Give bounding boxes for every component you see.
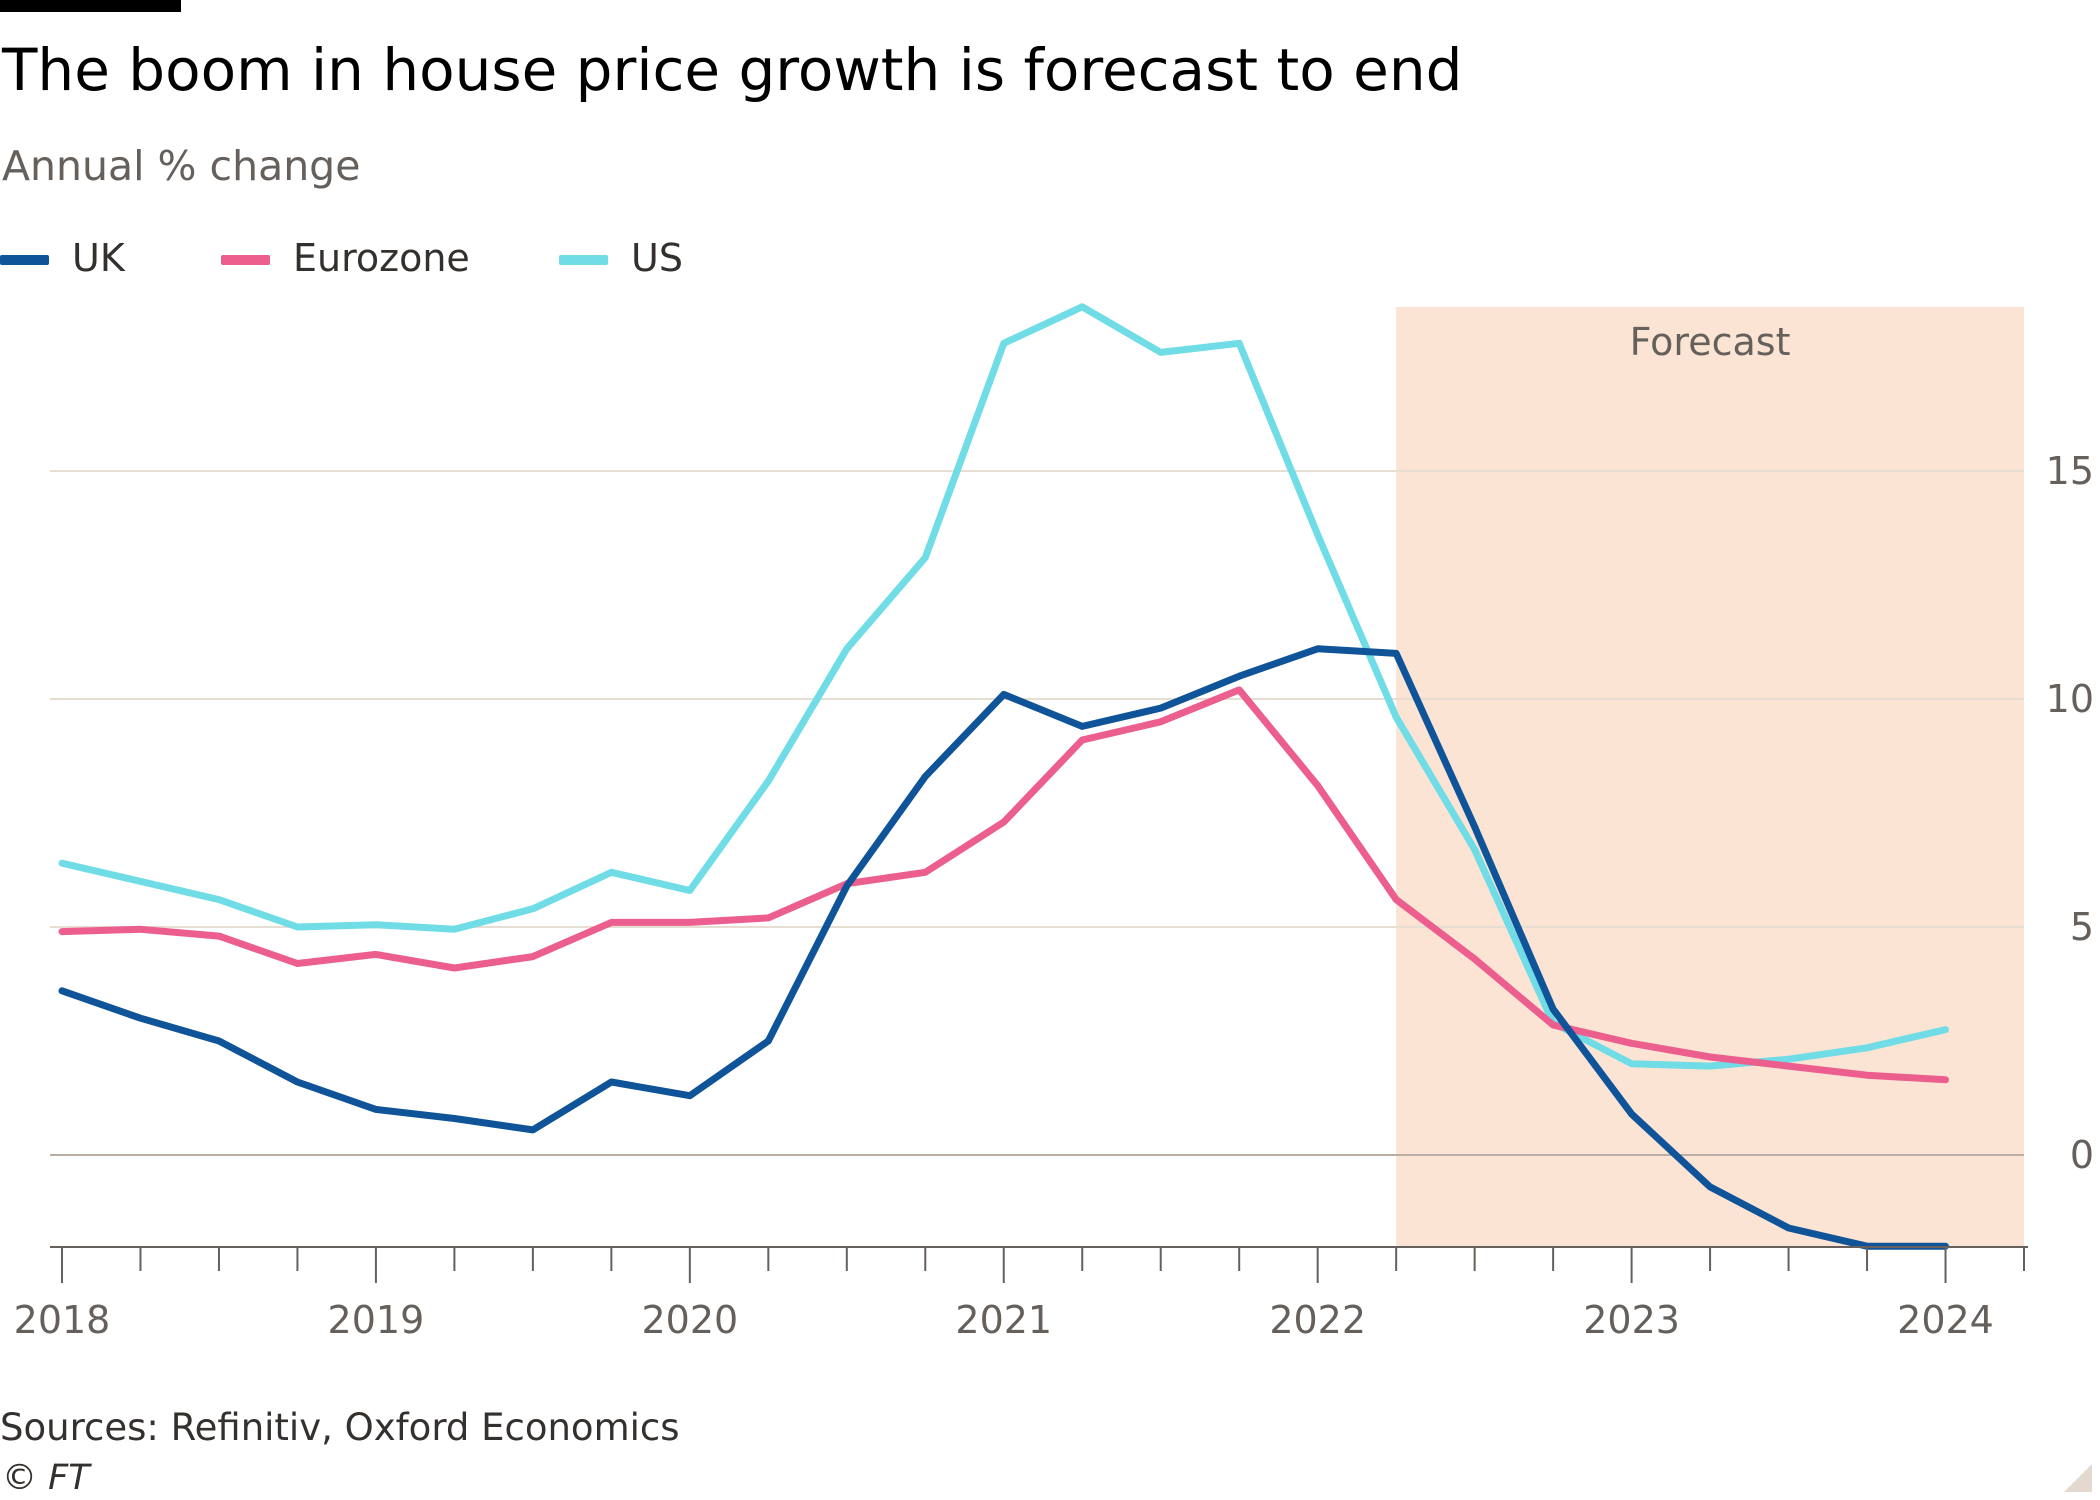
chart-subtitle: Annual % change (2, 142, 361, 190)
forecast-label: Forecast (1630, 320, 1791, 364)
legend-label-us: US (631, 236, 683, 280)
copyright: © FT (2, 1458, 90, 1498)
chart-title: The boom in house price growth is foreca… (2, 36, 1463, 104)
x-tick-label: 2024 (1897, 1298, 1994, 1342)
y-tick-label: 0 (2070, 1133, 2094, 1177)
series-line-uk (58, 645, 1949, 1250)
corner-fold-icon (2064, 1464, 2092, 1492)
forecast-shade (1396, 307, 2024, 1247)
legend-swatch-us (559, 255, 608, 265)
legend-swatch-uk (0, 255, 49, 265)
x-tick-label: 2019 (328, 1298, 425, 1342)
y-tick-label: 10 (2046, 677, 2094, 721)
series-line-eurozone (58, 686, 1949, 1084)
x-axis: 2018 2019 2020 2021 2022 2023 2024 (14, 1246, 2028, 1342)
legend-label-uk: UK (72, 236, 125, 280)
series-lines (58, 303, 1949, 1250)
source-note: Sources: Refinitiv, Oxford Economics (0, 1406, 680, 1449)
y-tick-label: 15 (2046, 449, 2094, 493)
series-line-us (58, 303, 1949, 1070)
x-tick-label: 2020 (641, 1298, 738, 1342)
x-tick-label: 2018 (14, 1298, 111, 1342)
legend-swatch-eurozone (221, 255, 270, 265)
y-tick-label: 5 (2070, 905, 2094, 949)
x-tick-label: 2023 (1583, 1298, 1680, 1342)
x-tick-label: 2021 (955, 1298, 1052, 1342)
y-axis: 0 5 10 15 (2046, 449, 2094, 1177)
forecast-region: Forecast (1396, 307, 2024, 1247)
legend-label-eurozone: Eurozone (293, 236, 470, 280)
x-tick-label: 2022 (1269, 1298, 1366, 1342)
ft-top-bar (0, 0, 181, 12)
